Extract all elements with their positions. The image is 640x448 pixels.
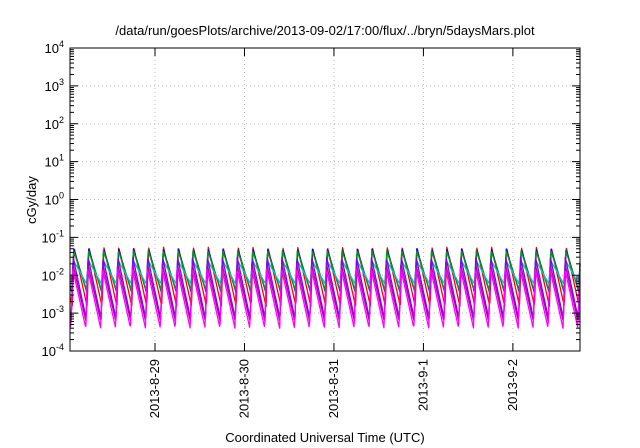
x-axis: 2013-8-29 2013-8-30 2013-8-31 2013-9-1 2013-… bbox=[147, 48, 520, 418]
x-tick-label: 2013-9-1 bbox=[415, 359, 430, 411]
y-tick-label: 101 bbox=[45, 153, 64, 170]
chart-title: /data/run/goesPlots/archive/2013-09-02/1… bbox=[115, 23, 535, 38]
x-tick-label: 2013-8-31 bbox=[326, 359, 341, 418]
series-line bbox=[69, 259, 581, 285]
y-axis-label: cGy/day bbox=[24, 176, 39, 224]
series-line bbox=[69, 267, 581, 329]
y-tick-label: 102 bbox=[45, 115, 64, 132]
y-tick-label: 103 bbox=[45, 77, 64, 94]
y-tick-label: 104 bbox=[45, 39, 64, 56]
y-axis: 10-4 10-3 10-2 10-1 100 101 102 103 104 bbox=[42, 39, 580, 359]
y-tick-label: 10-2 bbox=[42, 266, 64, 283]
y-tick-label: 10-4 bbox=[42, 342, 64, 359]
y-tick-label: 100 bbox=[45, 191, 64, 208]
x-axis-label: Coordinated Universal Time (UTC) bbox=[225, 430, 424, 445]
y-tick-label: 10-1 bbox=[42, 228, 64, 245]
x-tick-label: 2013-9-2 bbox=[505, 359, 520, 411]
x-tick-label: 2013-8-29 bbox=[147, 359, 162, 418]
x-tick-label: 2013-8-30 bbox=[236, 359, 251, 418]
series-group bbox=[69, 246, 581, 329]
y-tick-label: 10-3 bbox=[42, 304, 64, 321]
